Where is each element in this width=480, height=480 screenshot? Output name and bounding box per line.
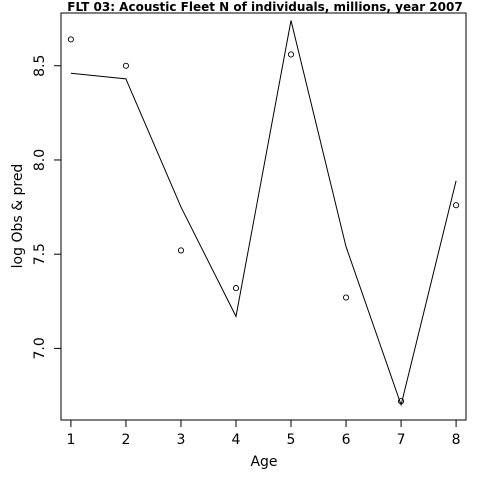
x-tick-label: 8 xyxy=(452,432,461,448)
y-axis: 7.0 7.5 8.0 8.5 xyxy=(32,55,62,360)
observed-point xyxy=(67,36,74,43)
x-tick-label: 4 xyxy=(232,432,241,448)
x-tick-label: 6 xyxy=(342,432,351,448)
x-tick-label: 1 xyxy=(66,432,75,448)
observed-point xyxy=(177,247,185,254)
observed-point xyxy=(398,398,405,405)
predicted-series xyxy=(70,20,457,407)
x-tick-label: 3 xyxy=(176,432,185,448)
chart-title: FLT 03: Acoustic Fleet N of individuals,… xyxy=(67,0,462,14)
observed-series xyxy=(67,36,460,405)
y-tick-label: 8.0 xyxy=(32,149,48,171)
y-tick-label: 7.5 xyxy=(32,243,48,265)
x-tick-label: 2 xyxy=(121,432,130,448)
observed-point xyxy=(342,294,350,301)
y-axis-title: log Obs & pred xyxy=(10,164,26,269)
predicted-line xyxy=(70,20,457,407)
x-tick-label: 7 xyxy=(397,432,406,448)
x-tick-label: 5 xyxy=(287,432,296,448)
x-axis-title: Age xyxy=(250,454,277,470)
y-tick-label: 7.0 xyxy=(32,337,48,359)
observed-point xyxy=(122,62,129,69)
observed-point xyxy=(287,51,295,58)
observed-point xyxy=(232,285,240,292)
plot-frame xyxy=(60,12,467,421)
x-axis: 1 2 3 4 5 6 7 8 xyxy=(66,419,461,448)
observed-point xyxy=(453,202,460,209)
y-tick-label: 8.5 xyxy=(32,55,48,77)
